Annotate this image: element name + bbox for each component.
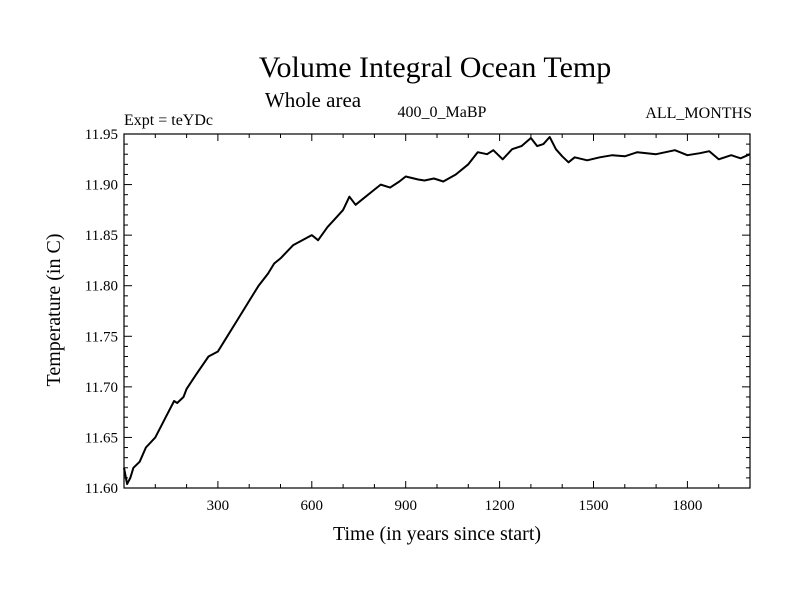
x-tick-label: 1500 (579, 498, 609, 514)
x-tick-label: 900 (394, 498, 417, 514)
chart-subtitle: Whole area (265, 88, 362, 112)
x-tick-label: 300 (207, 498, 230, 514)
x-tick-label: 600 (301, 498, 324, 514)
x-tick-label: 1200 (485, 498, 515, 514)
plot-frame (123, 133, 751, 489)
experiment-label: Expt = teYDc (124, 112, 213, 129)
chart-title: Volume Integral Ocean Temp (259, 51, 612, 84)
y-tick-label: 11.65 (85, 430, 118, 446)
y-tick-label: 11.85 (85, 228, 118, 244)
y-tick-label: 11.75 (85, 329, 118, 345)
y-tick-label: 11.95 (85, 127, 118, 143)
y-tick-label: 11.60 (85, 481, 118, 497)
y-tick-label: 11.90 (85, 178, 118, 194)
y-axis-ticks: 11.60 11.65 11.70 11.75 11.80 11.85 11.90 11.95 (85, 127, 750, 497)
y-tick-label: 11.80 (85, 279, 118, 295)
plot-series (123, 136, 751, 485)
y-tick-label: 11.70 (85, 380, 118, 396)
y-axis-label: Temperature (in C) (43, 234, 65, 387)
run-label: 400_0_MaBP (398, 104, 487, 121)
temperature-line (123, 136, 751, 485)
x-axis-label: Time (in years since start) (333, 523, 541, 545)
x-tick-label: 1800 (672, 498, 702, 514)
months-label: ALL_MONTHS (645, 105, 752, 122)
x-axis-ticks: 300 600 900 1200 1500 1800 (154, 134, 720, 514)
